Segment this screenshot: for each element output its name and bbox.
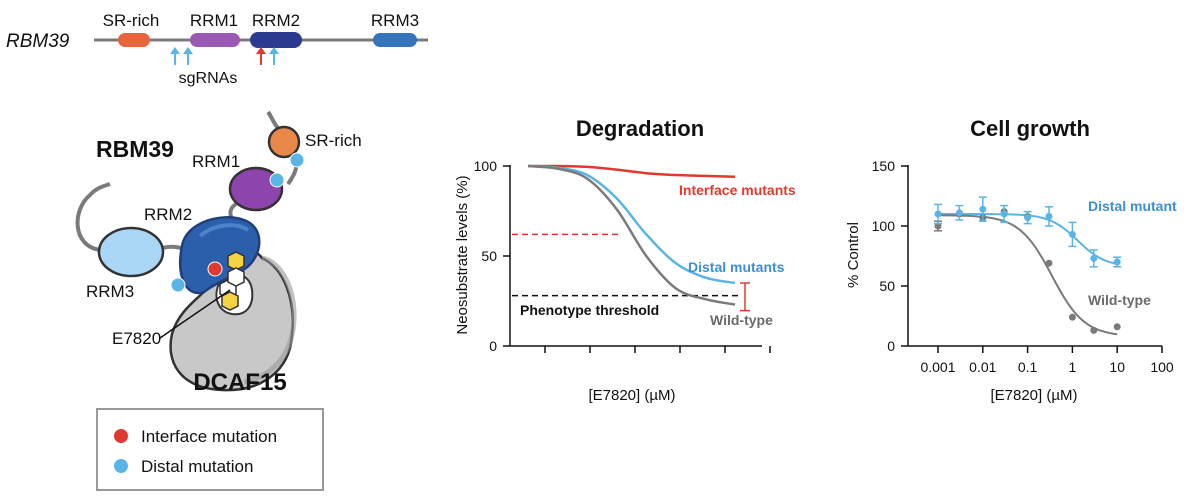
domain-label-sr-rich: SR-rich — [103, 11, 160, 30]
distal-mutation-dot-rrm2 — [170, 277, 186, 293]
distal-mutation-dot-rrm1 — [269, 172, 285, 188]
growth-point-distal-mutant — [955, 209, 963, 217]
domain-label-rrm2: RRM2 — [252, 11, 300, 30]
degradation-ytick-label: 50 — [481, 248, 497, 264]
degradation-title: Degradation — [576, 116, 704, 141]
rrm1-domain — [228, 166, 284, 212]
growth-xtick-label: 0.001 — [920, 359, 955, 375]
rrm2-label: RRM2 — [144, 205, 192, 224]
domain-rrm3 — [373, 33, 417, 47]
growth-ytick-label: 150 — [872, 158, 896, 174]
growth-point-distal-mutant — [1045, 212, 1053, 220]
domain-track: RBM39 SR-rich RRM1 RRM2 RRM3 sgRNAs — [6, 11, 428, 87]
sr-rich-domain — [267, 125, 301, 159]
rrm3-label: RRM3 — [86, 282, 134, 301]
growth-ytick-label: 50 — [879, 278, 895, 294]
growth-ytick-label: 0 — [887, 338, 895, 354]
growth-point-distal-mutant — [979, 205, 987, 213]
series-label-wild-type: Wild-type — [710, 312, 773, 328]
domain-label-rrm1: RRM1 — [190, 11, 238, 30]
dcaf15-shade — [243, 255, 297, 385]
domain-rrm2 — [250, 32, 302, 48]
growth-point-distal-mutant — [1024, 214, 1032, 222]
legend-box: Interface mutation Distal mutation — [96, 408, 324, 491]
legend-distal-label: Distal mutation — [141, 457, 253, 476]
dcaf15-label: DCAF15 — [193, 369, 286, 396]
e7820-pointer — [159, 289, 231, 339]
growth-fit-wild-type — [938, 214, 1118, 336]
legend-distal-swatch — [114, 459, 128, 473]
degradation-curve-interface-mutants — [527, 164, 736, 179]
cell-growth-title: Cell growth — [970, 116, 1090, 141]
legend-interface-swatch — [114, 429, 128, 443]
rrm3-domain — [97, 226, 165, 278]
degradation-ytick-label: 100 — [474, 158, 498, 174]
sr-rich-label: SR-rich — [305, 131, 362, 150]
growth-point-wild-type — [1113, 323, 1121, 331]
growth-xtick-label: 0.01 — [969, 359, 996, 375]
growth-xtick-label: 0.1 — [1018, 359, 1038, 375]
sgrna-arrows — [170, 47, 279, 65]
degradation-y-label: Neosubstrate levels (%) — [454, 175, 471, 334]
degradation-curve-wild-type — [527, 164, 736, 306]
rbm39-structure-label: RBM39 — [96, 136, 174, 162]
growth-point-distal-mutant — [1068, 230, 1076, 238]
growth-xtick-label: 100 — [1150, 359, 1174, 375]
rrm1-label: RRM1 — [192, 152, 240, 171]
growth-xtick-label: 10 — [1109, 359, 1125, 375]
distal-mutation-dot-sr — [289, 152, 305, 168]
domain-sr-rich — [118, 33, 150, 47]
series-label-wild-type-growth: Wild-type — [1088, 292, 1151, 308]
growth-point-distal-mutant — [1113, 258, 1121, 266]
degradation-chart: Degradation 0 50 100 Neosubstrate levels (… — [454, 116, 796, 404]
rrm2-highlight — [198, 223, 250, 238]
cell-growth-y-label: % Control — [845, 222, 862, 288]
growth-point-distal-mutant — [1000, 210, 1008, 218]
degradation-ytick-label: 0 — [489, 338, 497, 354]
interface-mutation-dot — [207, 261, 223, 277]
degradation-x-label: [E7820] (µM) — [588, 387, 675, 404]
e7820-label: E7820 — [112, 329, 161, 348]
series-label-interface-mutants: Interface mutants — [679, 182, 796, 198]
growth-ytick-label: 100 — [872, 218, 896, 234]
cell-growth-chart: Cell growth 0 50 100 150 0.001 0.01 0.1 1 10 100… — [845, 116, 1177, 404]
legend-frame — [96, 408, 324, 491]
cell-growth-x-label: [E7820] (µM) — [990, 387, 1077, 404]
growth-point-wild-type — [1045, 259, 1053, 267]
series-label-distal-mutants: Distal mutants — [688, 259, 785, 275]
domain-rrm1 — [190, 33, 240, 47]
structure-cartoon: RBM39 SR-rich RRM1 RRM2 RRM3 E7820 DCAF1… — [75, 110, 362, 396]
growth-point-wild-type — [1090, 326, 1098, 334]
sgrna-label: sgRNAs — [179, 70, 238, 87]
domain-label-rrm3: RRM3 — [371, 11, 419, 30]
gene-label: RBM39 — [6, 31, 70, 52]
rrm2-domain — [179, 216, 261, 295]
legend-interface-label: Interface mutation — [141, 427, 277, 446]
growth-xtick-label: 1 — [1069, 359, 1077, 375]
growth-point-distal-mutant — [1090, 254, 1098, 262]
growth-point-distal-mutant — [934, 210, 942, 218]
phenotype-threshold-label: Phenotype threshold — [520, 302, 659, 318]
linker-left-tail — [75, 182, 111, 252]
growth-point-wild-type — [1068, 313, 1076, 321]
series-label-distal-mutant: Distal mutant — [1088, 198, 1177, 214]
